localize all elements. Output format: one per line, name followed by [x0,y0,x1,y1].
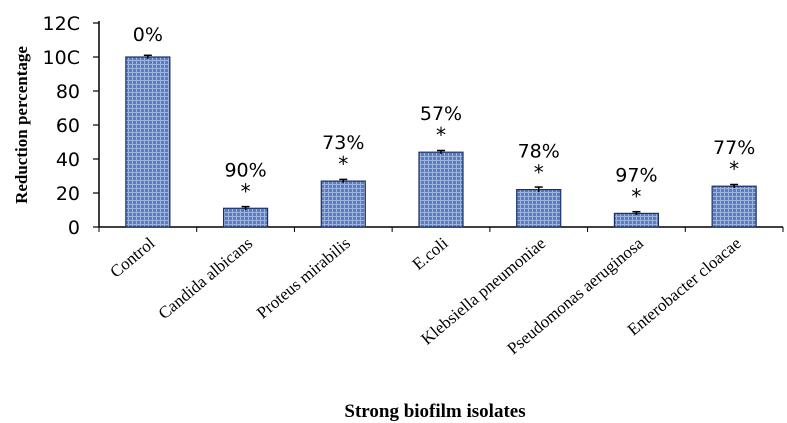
bar-annotation: 97% [615,164,657,186]
significance-marker: * [241,179,251,203]
y-tick-label: 0 [68,217,80,239]
y-tick-label: 12C [43,13,80,35]
y-tick-label: 10C [43,47,80,69]
y-tick-label: 60 [56,115,80,137]
bar [125,56,171,228]
y-axis-label: Reduction percentage [12,46,31,204]
bar-annotation: 57% [420,103,462,125]
y-tick-label: 20 [56,183,80,205]
bar-annotation: 73% [322,132,364,154]
bar-annotation: 78% [518,141,560,163]
bar-annotation: 77% [713,137,755,159]
bar [711,185,757,228]
significance-marker: * [338,152,348,176]
y-tick-label: 80 [56,81,80,103]
significance-marker: * [534,161,544,185]
category-label: E.coli [409,233,452,274]
bar [516,189,562,228]
bar [418,151,464,228]
bar-annotation: 90% [224,159,266,181]
significance-marker: * [729,157,739,181]
bar [222,207,269,228]
category-label: Candida albicans [155,234,257,324]
category-label: Proteus mirabilis [253,234,354,323]
bar-annotation: 0% [133,24,163,46]
x-axis-label: Strong biofilm isolates [344,401,525,422]
y-tick-label: 40 [56,149,80,171]
bar [320,180,366,228]
significance-marker: * [631,184,641,208]
significance-marker: * [436,123,446,147]
bar [613,212,660,228]
category-label: Control [106,233,158,281]
